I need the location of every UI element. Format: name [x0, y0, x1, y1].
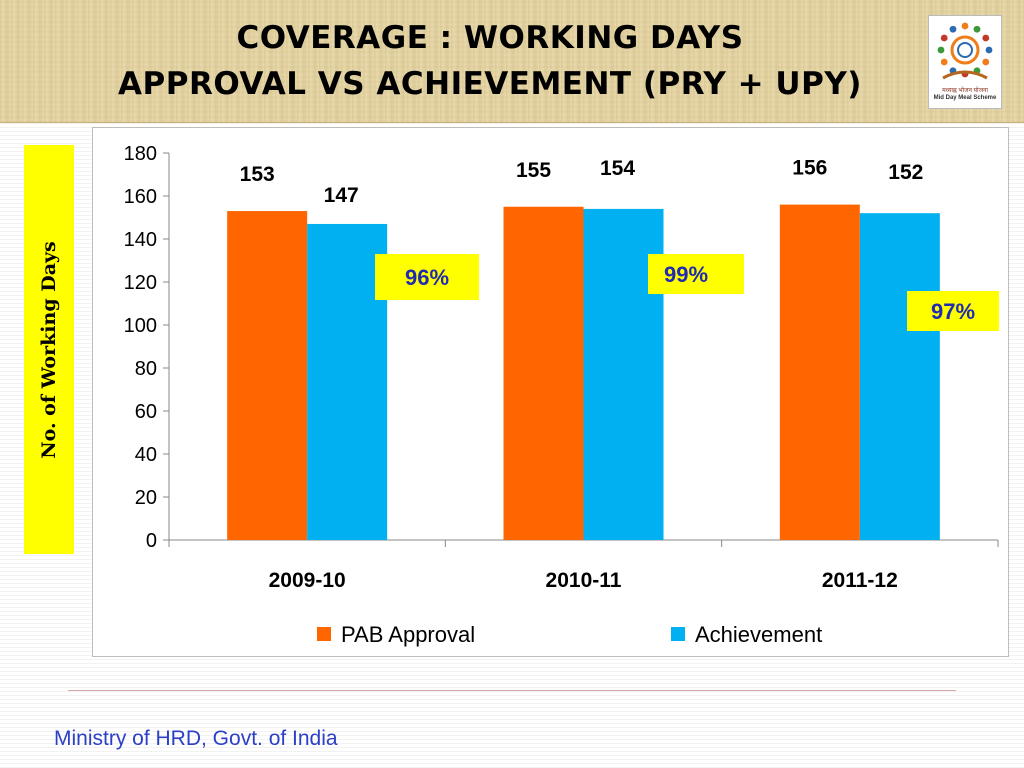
- logo-figure: [961, 22, 969, 30]
- y-tick-label: 40: [135, 444, 157, 466]
- title-banner: COVERAGE : WORKING DAYS APPROVAL VS ACHI…: [0, 0, 1024, 123]
- footer-divider: [68, 690, 956, 691]
- x-category-label: 2010-11: [546, 569, 622, 592]
- x-category-label: 2011-12: [822, 569, 898, 592]
- callout-box: [648, 254, 744, 294]
- y-tick-label: 160: [124, 186, 157, 208]
- y-tick-label: 180: [124, 143, 157, 165]
- y-tick-label: 20: [135, 487, 157, 509]
- y-axis-title: No. of Working Days: [38, 240, 60, 459]
- footer-text: Ministry of HRD, Govt. of India: [54, 727, 338, 750]
- bar-chart: 0 20 40 60 80 100 120 140 160 180 153 147 2009-10 155…: [124, 143, 999, 647]
- callout-percentage: 97%: [931, 299, 975, 324]
- data-label: 156: [792, 157, 827, 180]
- logo-figure: [940, 34, 948, 42]
- y-axis-title-box: No. of Working Days: [24, 145, 74, 554]
- y-tick-label: 140: [124, 229, 157, 251]
- logo-figure: [937, 46, 945, 54]
- logo-text-hindi: मध्याह्न भोजन योजना: [942, 88, 988, 94]
- slide-title-line-1: COVERAGE : WORKING DAYS: [236, 20, 744, 56]
- mid-day-meal-logo: मध्याह्न भोजन योजना Mid Day Meal Scheme: [928, 15, 1002, 109]
- logo-figure: [985, 46, 993, 54]
- chart-frame: 0 20 40 60 80 100 120 140 160 180 153 147 2009-10 155…: [92, 127, 1009, 657]
- logo-figure: [982, 58, 990, 66]
- callout-box: [375, 254, 479, 300]
- bar-achievement: [307, 223, 388, 540]
- logo-emblem-icon: [937, 22, 993, 80]
- data-label: 147: [324, 184, 359, 207]
- logo-text-english: Mid Day Meal Scheme: [933, 95, 997, 101]
- x-category-label: 2009-10: [269, 569, 346, 592]
- data-label: 152: [888, 161, 923, 184]
- data-label: 155: [516, 159, 551, 182]
- y-tick-label: 80: [135, 358, 157, 380]
- legend-swatch: [317, 627, 331, 641]
- y-tick-label: 100: [124, 315, 157, 337]
- slide-title-line-2: APPROVAL VS ACHIEVEMENT (PRY + UPY): [118, 66, 862, 102]
- bar-pab-approval: [227, 211, 308, 541]
- logo-figure: [982, 34, 990, 42]
- y-tick-label: 60: [135, 401, 157, 423]
- legend-label: Achievement: [695, 622, 822, 647]
- logo-figure: [973, 25, 981, 33]
- callout-percentage: 96%: [405, 265, 449, 290]
- logo-figure: [940, 58, 948, 66]
- legend-label: PAB Approval: [341, 622, 475, 647]
- data-label: 154: [600, 157, 635, 180]
- bar-pab-approval: [503, 206, 584, 540]
- y-tick-label: 120: [124, 272, 157, 294]
- legend-swatch: [671, 627, 685, 641]
- data-label: 153: [240, 163, 275, 186]
- callout-box: [907, 291, 999, 331]
- y-tick-label: 0: [146, 530, 157, 552]
- bar-pab-approval: [779, 204, 860, 540]
- bar-achievement: [859, 213, 940, 540]
- logo-figure: [949, 25, 957, 33]
- callout-percentage: 99%: [664, 262, 708, 287]
